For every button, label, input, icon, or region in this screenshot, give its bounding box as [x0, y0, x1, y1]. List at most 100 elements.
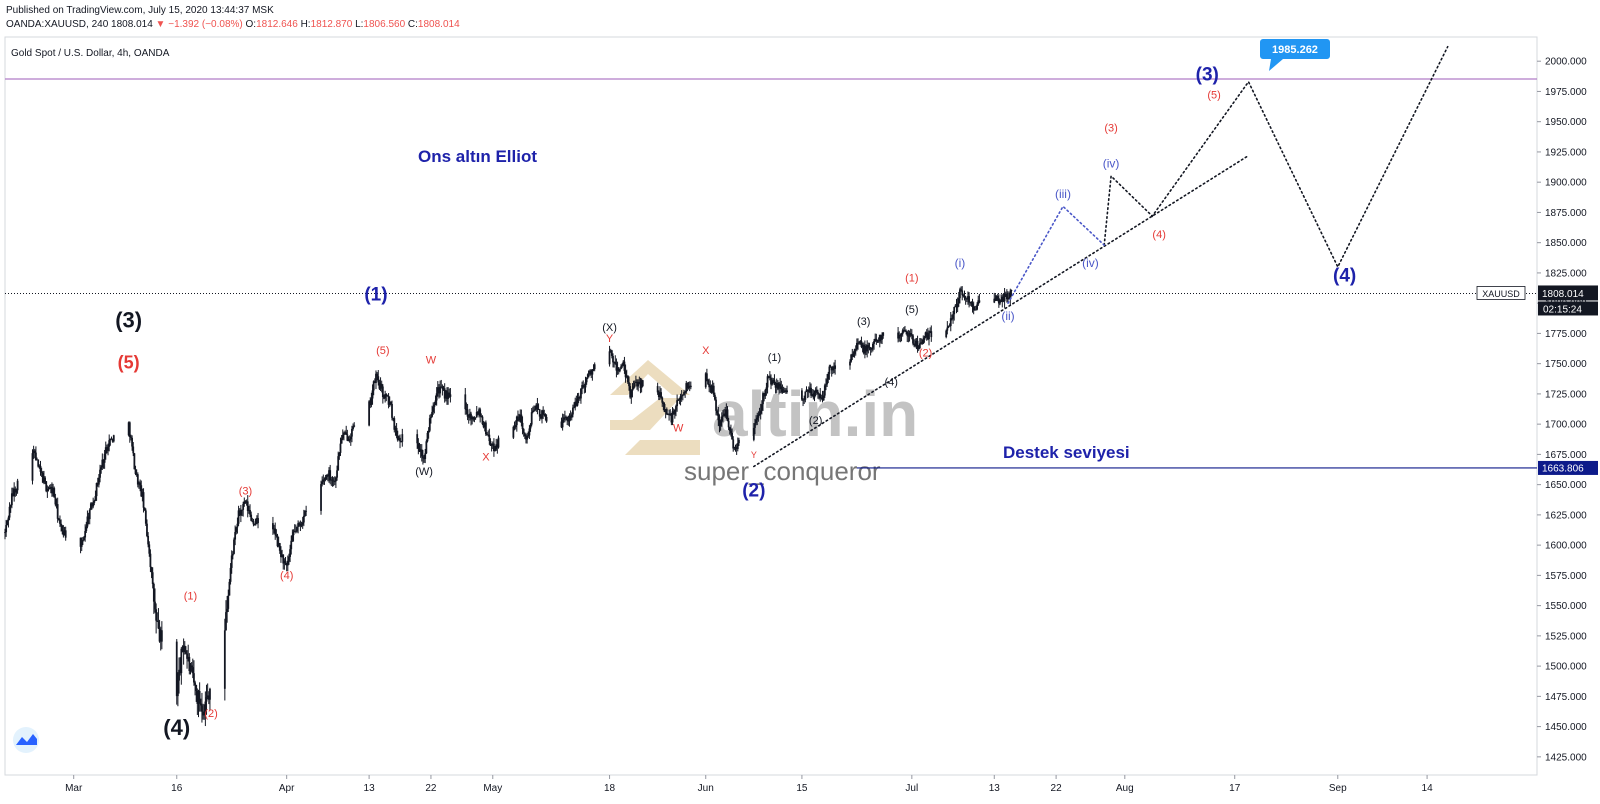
candle-body [292, 531, 295, 536]
trend-lines [753, 45, 1449, 468]
candle-body [878, 334, 881, 342]
candle-body [203, 714, 206, 716]
candle-body [582, 385, 585, 386]
candle-body [881, 335, 883, 340]
candle-body [245, 501, 248, 503]
candle-body [104, 447, 107, 454]
symbol-label[interactable]: OANDA:XAUUSD, 240 [6, 19, 109, 30]
candle-body [1004, 293, 1007, 295]
candle-body [325, 474, 328, 477]
candle-body [346, 434, 349, 441]
y-tick-label: 1900.000 [1545, 178, 1587, 189]
candle-body [728, 427, 731, 431]
candle-body [239, 509, 242, 516]
candle-body [194, 682, 196, 685]
candle-body [780, 386, 783, 390]
candle-body [369, 401, 372, 406]
candle-body [672, 411, 675, 415]
candle-body [196, 690, 199, 704]
candle-body [430, 416, 432, 419]
candle-body [538, 409, 541, 417]
candle-body [377, 376, 380, 383]
candle-body [823, 385, 826, 396]
candle-body [444, 390, 447, 399]
candle-body [869, 348, 872, 350]
candle-body [868, 347, 871, 349]
candle-body [491, 443, 494, 445]
candle-body [55, 504, 58, 505]
candle-body [969, 301, 972, 303]
wave-label: (4) [1152, 229, 1165, 241]
candle-body [15, 490, 18, 493]
annotation-title: Ons altın Elliot [418, 147, 537, 166]
candle-body [928, 332, 930, 340]
candle-body [136, 474, 139, 485]
low-label: L: [355, 19, 364, 30]
candle-body [820, 397, 823, 399]
candle-body [387, 395, 390, 405]
candle-body [478, 409, 480, 415]
candle-body [592, 369, 595, 370]
candle-body [234, 531, 237, 540]
horizontal-levels [5, 78, 1537, 469]
wave-label: (ii) [1001, 309, 1014, 323]
trend-line [1007, 205, 1105, 304]
published-caption: Published on TradingView.com, July 15, 2… [6, 5, 274, 16]
candle-body [423, 458, 425, 460]
candle-body [755, 419, 758, 424]
candle-body [6, 520, 9, 526]
wave-label: (4) [163, 715, 190, 740]
candle-body [380, 383, 383, 387]
candle-body [187, 656, 190, 659]
countdown-badge [1538, 301, 1598, 316]
candle-body [772, 379, 775, 381]
candle-body [899, 334, 902, 337]
x-tick-label: 14 [1422, 783, 1434, 794]
candle-body [112, 435, 115, 442]
candle-body [416, 434, 419, 444]
candle-body [615, 363, 618, 371]
candle-body [929, 331, 932, 333]
candle-body [142, 492, 145, 508]
candle-body [496, 444, 499, 448]
candle-body [806, 389, 809, 392]
candle-body [251, 520, 254, 522]
x-tick-label: 13 [364, 783, 376, 794]
candle-body [488, 434, 491, 442]
y-tick-label: 1925.000 [1545, 147, 1587, 158]
candle-body [35, 452, 37, 460]
candle-body [443, 388, 446, 399]
candle-body [144, 510, 147, 524]
ohlc-legend: OANDA:XAUUSD, 240 1808.014 ▼ −1.392 (−0.… [6, 19, 460, 31]
candle-body [834, 365, 837, 369]
wave-label: X [482, 451, 490, 463]
candle-body [867, 345, 870, 348]
candle-body [57, 518, 60, 521]
wave-label: (1) [364, 285, 387, 306]
candle-body [9, 505, 12, 507]
candle-body [14, 488, 17, 493]
candle-body [494, 449, 496, 452]
candle-body [280, 550, 282, 558]
candle-body [418, 448, 421, 452]
candle-body [154, 601, 156, 610]
wave-label: (2) [919, 347, 932, 359]
candle-body [805, 389, 808, 392]
candle-body [399, 437, 401, 442]
candle-body [440, 386, 443, 388]
tradingview-logo-icon[interactable] [13, 727, 39, 753]
y-tick-label: 1550.000 [1545, 601, 1587, 612]
candle-body [584, 382, 587, 388]
candle-body [722, 415, 724, 417]
candle-body [965, 298, 968, 300]
candle-body [993, 298, 996, 303]
candle-body [608, 351, 611, 365]
candle-body [383, 397, 385, 399]
candle-body [767, 376, 770, 378]
candle-body [223, 630, 226, 689]
candle-body [527, 435, 530, 437]
candle-body [332, 480, 335, 482]
candle-body [705, 373, 708, 381]
candle-body [424, 453, 427, 460]
